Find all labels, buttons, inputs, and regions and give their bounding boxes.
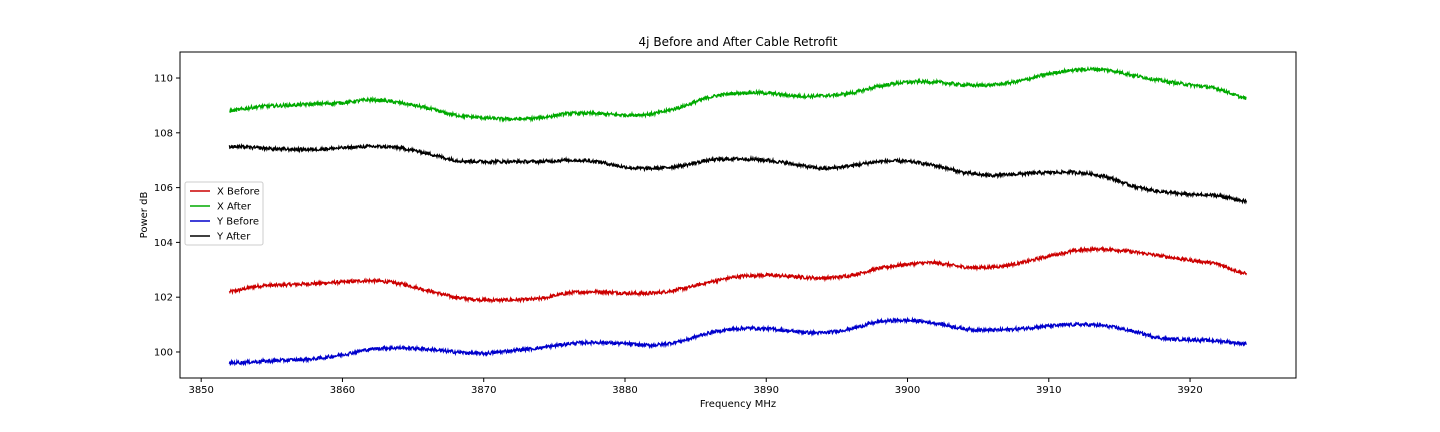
chart-title: 4j Before and After Cable Retrofit — [639, 35, 838, 49]
y-tick-label: 110 — [154, 74, 173, 85]
y-axis: 100 102 104 106 108 110 — [154, 74, 180, 358]
x-tick-label: 3870 — [471, 385, 496, 396]
y-tick-label: 102 — [154, 293, 173, 304]
x-tick-label: 3900 — [895, 385, 920, 396]
x-tick-label: 3880 — [612, 385, 637, 396]
x-axis: 3850 3860 3870 3880 3890 3900 3910 3920 — [188, 378, 1203, 396]
legend-label: Y After — [216, 232, 251, 243]
legend-frame — [184, 181, 264, 246]
y-tick-label: 100 — [154, 347, 173, 358]
series-line-y-before — [228, 316, 1248, 367]
legend-label: X After — [217, 202, 252, 213]
legend-label: Y Before — [216, 217, 259, 228]
x-tick-label: 3910 — [1036, 385, 1061, 396]
x-tick-label: 3850 — [188, 385, 213, 396]
legend-label: X Before — [217, 187, 260, 198]
x-tick-label: 3920 — [1177, 385, 1202, 396]
series-line-x-before — [228, 245, 1248, 304]
y-tick-label: 104 — [154, 238, 173, 249]
series-layer — [228, 65, 1248, 367]
x-axis-label: Frequency MHz — [700, 399, 776, 410]
y-tick-label: 108 — [154, 128, 173, 139]
x-tick-label: 3860 — [330, 385, 355, 396]
y-tick-label: 106 — [154, 183, 173, 194]
series-line-y-after — [228, 142, 1248, 205]
series-line-x-after — [229, 65, 1247, 123]
x-tick-label: 3890 — [754, 385, 779, 396]
y-axis-label: Power dB — [139, 192, 150, 239]
legend: X Before X After Y Before Y After — [184, 181, 264, 246]
plot-area — [179, 51, 1297, 379]
